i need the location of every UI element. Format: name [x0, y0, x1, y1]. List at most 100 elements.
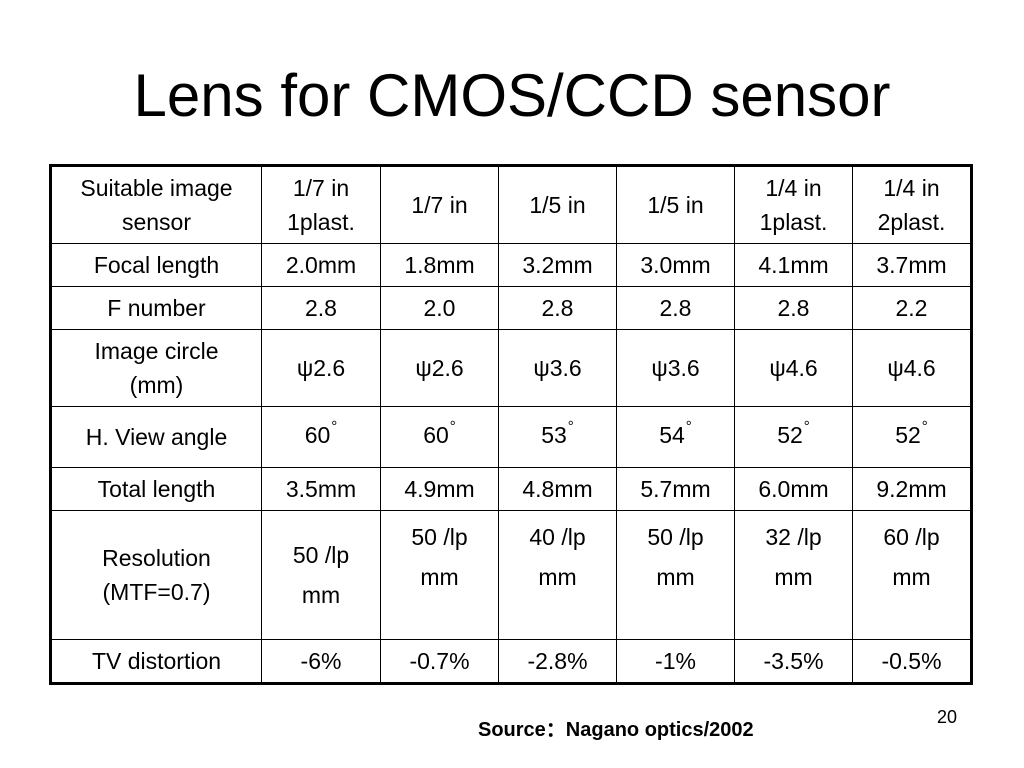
table-row-image-circle: Image circle (mm) ψ2.6 ψ2.6 ψ3.6 ψ3.6 ψ4… [50, 329, 972, 407]
cell-line: 1/5 in [529, 192, 586, 218]
table-row-sensor: Suitable image sensor 1/7 in 1plast. 1/7… [50, 165, 972, 244]
table-cell: 9.2mm [852, 467, 972, 511]
table-cell: 2.0mm [261, 243, 381, 287]
row-label: F number [50, 286, 262, 330]
label-line: Suitable image [80, 175, 233, 201]
table-cell: 50 /lp mm [380, 510, 499, 640]
angle-value: 60 [423, 422, 449, 448]
degree-symbol: ° [567, 418, 574, 435]
table-cell: ψ4.6 [852, 329, 972, 407]
cell-line: 50 /lp [647, 524, 704, 550]
label-line: Image circle [94, 338, 219, 364]
angle-value: 54 [659, 422, 685, 448]
source-note: Source：Nagano optics/2002 [478, 719, 754, 741]
table-cell: 32 /lp mm [734, 510, 853, 640]
table-cell: -3.5% [734, 639, 853, 684]
table-cell: 54° [616, 406, 735, 468]
cell-line: 1plast. [287, 209, 355, 235]
cell-line: 1/4 in [765, 175, 822, 201]
cell-line: mm [301, 582, 341, 608]
table-cell: 6.0mm [734, 467, 853, 511]
table-row-f-number: F number 2.8 2.0 2.8 2.8 2.8 2.2 [50, 286, 972, 330]
table-cell: 1/5 in [498, 165, 617, 244]
table-row-view-angle: H. View angle 60° 60° 53° 54° 52° 52° [50, 406, 972, 468]
table-cell: -0.5% [852, 639, 972, 684]
table-cell: 1/4 in 1plast. [734, 165, 853, 244]
degree-symbol: ° [331, 418, 338, 435]
angle-value: 52 [777, 422, 803, 448]
row-label: H. View angle [50, 406, 262, 468]
cell-line: 1plast. [759, 209, 828, 235]
row-label: Image circle (mm) [50, 329, 262, 407]
degree-symbol: ° [803, 418, 810, 435]
cell-line: mm [774, 564, 813, 590]
table-cell: 4.1mm [734, 243, 853, 287]
degree-symbol: ° [921, 418, 928, 435]
label-line: (MTF=0.7) [102, 579, 211, 605]
row-label: Resolution (MTF=0.7) [50, 510, 262, 640]
table-cell: 3.7mm [852, 243, 972, 287]
angle-value: 60 [304, 422, 331, 448]
table-cell: -6% [261, 639, 381, 684]
table-cell: ψ3.6 [498, 329, 617, 407]
label-line: (mm) [129, 372, 184, 398]
table-cell: -1% [616, 639, 735, 684]
degree-symbol: ° [685, 418, 692, 435]
page-number: 20 [937, 707, 958, 727]
cell-line: 40 /lp [529, 524, 586, 550]
cell-line: mm [420, 564, 459, 590]
table-cell: -2.8% [498, 639, 617, 684]
table-cell: 2.8 [616, 286, 735, 330]
table-cell: 1/4 in 2plast. [852, 165, 972, 244]
table-row-focal-length: Focal length 2.0mm 1.8mm 3.2mm 3.0mm 4.1… [50, 243, 972, 287]
table-row-tv-distortion: TV distortion -6% -0.7% -2.8% -1% -3.5% … [50, 639, 972, 684]
angle-value: 52 [895, 422, 921, 448]
degree-symbol: ° [449, 418, 456, 435]
table-cell: ψ2.6 [380, 329, 499, 407]
table-cell: ψ3.6 [616, 329, 735, 407]
cell-line: mm [538, 564, 577, 590]
table-cell: 50 /lp mm [616, 510, 735, 640]
slide-title: Lens for CMOS/CCD sensor [133, 62, 891, 129]
row-label: Suitable image sensor [50, 165, 262, 244]
table-cell: 52° [734, 406, 853, 468]
table-row-total-length: Total length 3.5mm 4.9mm 4.8mm 5.7mm 6.0… [50, 467, 972, 511]
table-cell: 4.8mm [498, 467, 617, 511]
table-cell: 2.2 [852, 286, 972, 330]
label-line: Resolution [102, 545, 211, 571]
table-cell: 53° [498, 406, 617, 468]
table-cell: 40 /lp mm [498, 510, 617, 640]
table-cell: 60° [261, 406, 381, 468]
cell-line: mm [656, 564, 695, 590]
cell-line: 1/7 in [292, 175, 350, 201]
table-cell: 1/7 in 1plast. [261, 165, 381, 244]
table-cell: 2.0 [380, 286, 499, 330]
table-cell: 3.5mm [261, 467, 381, 511]
table-row-resolution: Resolution (MTF=0.7) 50 /lp mm 50 /lp mm… [50, 510, 972, 640]
cell-line: 32 /lp [765, 524, 822, 550]
table-cell: 2.8 [498, 286, 617, 330]
table-cell: 5.7mm [616, 467, 735, 511]
angle-value: 53 [541, 422, 567, 448]
table-cell: 3.0mm [616, 243, 735, 287]
lens-spec-table: Suitable image sensor 1/7 in 1plast. 1/7… [49, 164, 973, 685]
row-label: Focal length [50, 243, 262, 287]
table-cell: ψ2.6 [261, 329, 381, 407]
row-label: Total length [50, 467, 262, 511]
table-cell: 1.8mm [380, 243, 499, 287]
table-cell: 50 /lp mm [261, 510, 381, 640]
table-cell: 1/5 in [616, 165, 735, 244]
table-cell: ψ4.6 [734, 329, 853, 407]
cell-line: 1/7 in [411, 192, 468, 218]
table-cell: 60° [380, 406, 499, 468]
table-cell: -0.7% [380, 639, 499, 684]
cell-line: 60 /lp [883, 524, 940, 550]
label-line: sensor [121, 209, 192, 235]
table-cell: 3.2mm [498, 243, 617, 287]
table-cell: 52° [852, 406, 972, 468]
table-cell: 2.8 [261, 286, 381, 330]
cell-line: 50 /lp [292, 542, 350, 568]
table-cell: 1/7 in [380, 165, 499, 244]
cell-line: 1/4 in [883, 175, 940, 201]
cell-line: 2plast. [877, 209, 946, 235]
